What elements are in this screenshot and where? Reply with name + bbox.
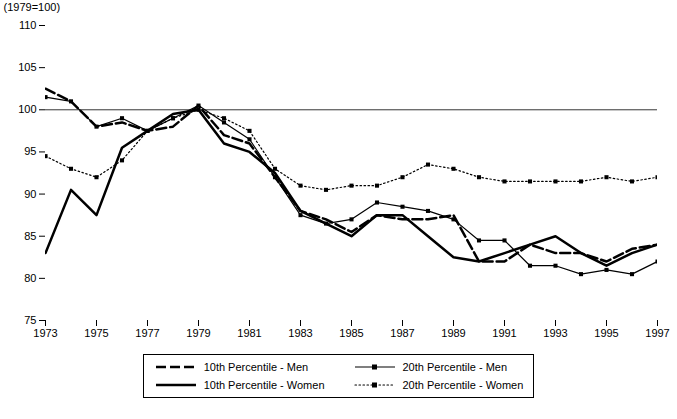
svg-text:80: 80 bbox=[24, 272, 36, 284]
svg-text:1981: 1981 bbox=[237, 327, 261, 339]
svg-text:1995: 1995 bbox=[594, 327, 618, 339]
svg-text:1987: 1987 bbox=[390, 327, 414, 339]
svg-text:1977: 1977 bbox=[135, 327, 159, 339]
svg-text:110: 110 bbox=[19, 19, 37, 31]
svg-text:95: 95 bbox=[24, 145, 36, 157]
svg-text:105: 105 bbox=[18, 61, 36, 73]
svg-text:1979: 1979 bbox=[186, 327, 210, 339]
svg-text:(1979=100): (1979=100) bbox=[4, 1, 61, 13]
svg-text:100: 100 bbox=[18, 103, 36, 115]
svg-text:1997: 1997 bbox=[645, 327, 669, 339]
svg-text:1983: 1983 bbox=[288, 327, 312, 339]
html-text:10th Percentile - Men: 10th Percentile - Men bbox=[203, 361, 309, 373]
html-text:10th Percentile - Women: 10th Percentile - Women bbox=[203, 379, 325, 391]
svg-text:90: 90 bbox=[24, 188, 36, 200]
svg-text:1975: 1975 bbox=[84, 327, 108, 339]
svg-text:1985: 1985 bbox=[339, 327, 363, 339]
svg-text:1989: 1989 bbox=[441, 327, 465, 339]
svg-text:1991: 1991 bbox=[492, 327, 516, 339]
svg-text:85: 85 bbox=[24, 230, 36, 242]
svg-text:1973: 1973 bbox=[33, 327, 57, 339]
svg-text:75: 75 bbox=[24, 314, 36, 326]
svg-text:1993: 1993 bbox=[543, 327, 567, 339]
html-text:20th Percentile - Men: 20th Percentile - Men bbox=[402, 361, 508, 373]
html-text:20th Percentile - Women: 20th Percentile - Women bbox=[402, 379, 524, 391]
